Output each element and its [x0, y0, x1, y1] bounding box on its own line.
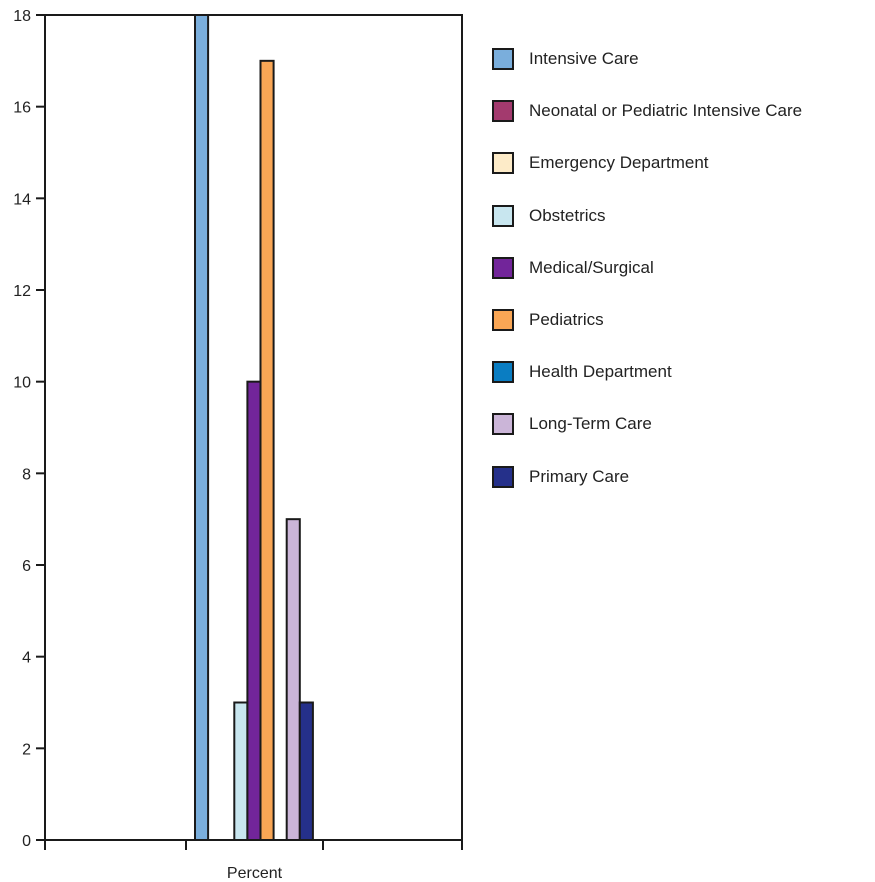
- legend-swatch: [492, 204, 514, 227]
- legend-label: Long-Term Care: [529, 414, 652, 434]
- bars-group: [194, 14, 314, 842]
- legend-label: Neonatal or Pediatric Intensive Care: [529, 101, 803, 121]
- legend-item: Neonatal or Pediatric Intensive Care: [492, 85, 802, 137]
- y-axis-ticks: 0 2 4 6 8 10 12 14 16 18: [13, 8, 45, 850]
- legend-swatch: [492, 361, 514, 384]
- y-tick-label: 14: [13, 191, 31, 208]
- legend-item: Health Department: [492, 346, 802, 398]
- legend-swatch: [492, 465, 514, 488]
- legend-swatch: [492, 152, 514, 175]
- legend-item: Long-Term Care: [492, 398, 802, 450]
- legend-item: Obstetrics: [492, 190, 802, 242]
- y-tick-label: 2: [22, 741, 31, 758]
- bar-primary-care: [298, 701, 314, 841]
- legend-swatch: [492, 256, 514, 279]
- y-tick-label: 16: [13, 100, 31, 117]
- y-tick-label: 10: [13, 375, 31, 392]
- legend-item: Emergency Department: [492, 137, 802, 189]
- legend-label: Intensive Care: [529, 49, 639, 69]
- y-tick-label: 18: [13, 8, 31, 25]
- legend-label: Pediatrics: [529, 310, 604, 330]
- x-axis-label: Percent: [227, 865, 283, 882]
- legend-swatch: [492, 100, 514, 123]
- legend-swatch: [492, 309, 514, 332]
- legend-label: Medical/Surgical: [529, 257, 654, 277]
- y-tick-label: 6: [22, 558, 31, 575]
- legend-item: Medical/Surgical: [492, 242, 802, 294]
- y-tick-label: 12: [13, 283, 31, 300]
- bar-pediatrics: [259, 59, 275, 842]
- y-tick-label: 0: [22, 833, 31, 850]
- bar-intensive-care: [194, 14, 210, 841]
- legend-swatch: [492, 48, 514, 71]
- y-tick-label: 8: [22, 466, 31, 483]
- legend-item: Pediatrics: [492, 294, 802, 346]
- legend-label: Primary Care: [529, 466, 630, 486]
- axes-group: [44, 14, 463, 850]
- y-tick-label: 4: [22, 650, 31, 667]
- legend-label: Health Department: [529, 362, 672, 382]
- legend-item: Intensive Care: [492, 33, 802, 85]
- bar-long-term-care: [285, 518, 301, 842]
- bar-obstetrics: [233, 701, 249, 841]
- legend-item: Primary Care: [492, 451, 802, 503]
- bar-medical-surgical: [246, 380, 262, 841]
- legend-label: Obstetrics: [529, 205, 606, 225]
- legend: Intensive Care Neonatal or Pediatric Inte…: [492, 33, 802, 503]
- plot-frame: [44, 14, 463, 841]
- legend-swatch: [492, 413, 514, 436]
- legend-label: Emergency Department: [529, 153, 709, 173]
